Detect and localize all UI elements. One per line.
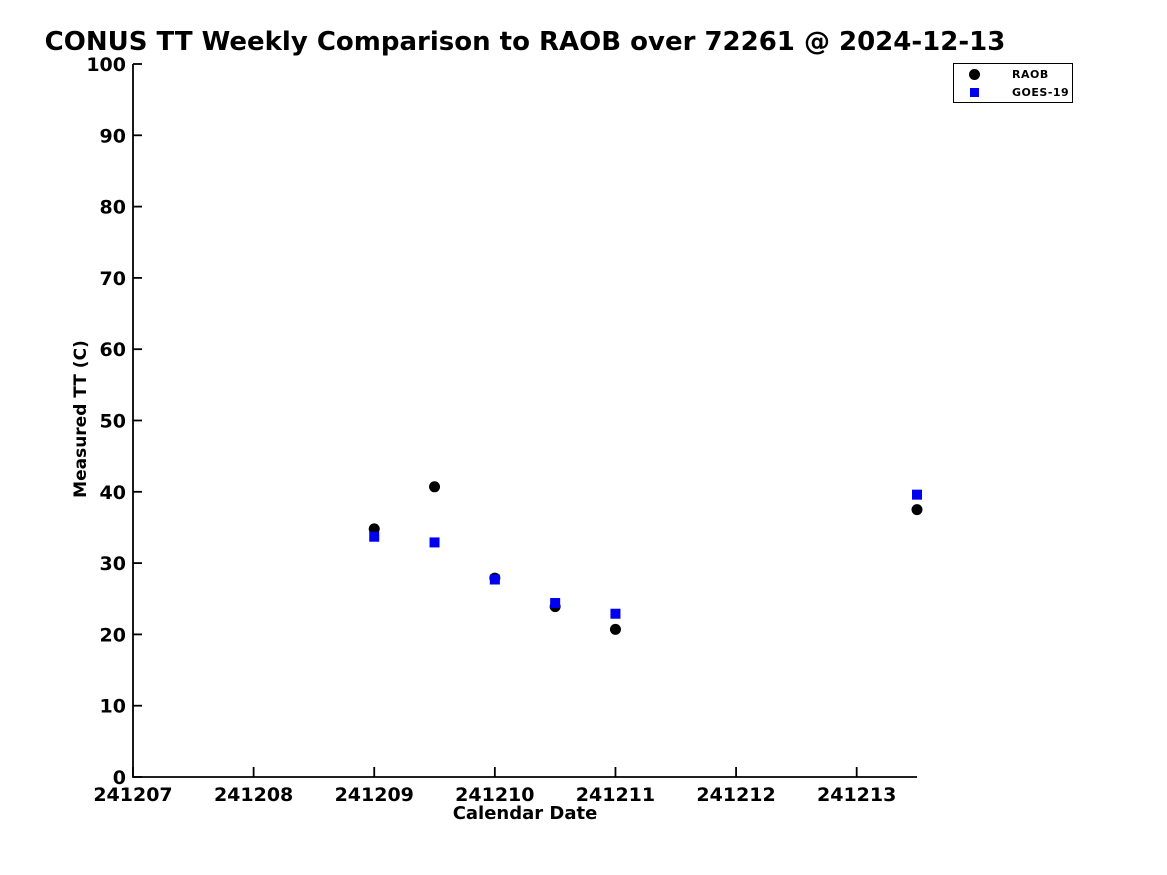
x-tick-label: 241211 — [576, 784, 655, 806]
axes-spines — [132, 64, 917, 778]
y-tick-label: 0 — [113, 767, 126, 789]
goes-19-point — [429, 537, 440, 548]
y-tick-label: 100 — [86, 54, 126, 76]
goes-19-point — [550, 598, 561, 609]
raob-circle-marker-icon — [968, 68, 980, 80]
y-tick-label: 90 — [100, 125, 126, 147]
goes19-square-marker-icon — [969, 87, 979, 97]
x-tick-label: 241207 — [93, 784, 172, 806]
y-tick-label: 70 — [100, 268, 126, 290]
goes-19-point — [489, 574, 500, 585]
y-tick-label: 30 — [100, 553, 126, 575]
x-tick-label: 241210 — [455, 784, 534, 806]
axes-tick-labels: 241207 241208 241209 241210 241211 241212 2412… — [86, 54, 896, 806]
x-tick-label: 241208 — [214, 784, 293, 806]
legend-label-raob: RAOB — [1012, 67, 1049, 81]
data-points — [368, 481, 923, 635]
y-tick-label: 20 — [100, 624, 126, 646]
legend-marker-cell — [954, 87, 994, 97]
raob-point — [368, 523, 380, 535]
axes-ticks — [132, 63, 858, 778]
legend-item-raob: RAOB — [954, 66, 1072, 83]
raob-point — [609, 623, 621, 635]
x-tick-label: 241209 — [335, 784, 414, 806]
chart-title: CONUS TT Weekly Comparison to RAOB over … — [44, 27, 1006, 57]
y-tick-label: 40 — [100, 482, 126, 504]
y-tick-label: 10 — [100, 696, 126, 718]
y-tick-label: 80 — [100, 197, 126, 219]
legend: RAOB GOES-19 — [953, 63, 1073, 103]
x-tick-label: 241212 — [696, 784, 775, 806]
legend-marker-cell — [954, 68, 994, 80]
y-tick-label: 50 — [100, 411, 126, 433]
raob-point — [429, 481, 441, 493]
goes-19-point — [610, 608, 621, 619]
goes-19-point — [369, 531, 380, 542]
x-axis-label: Calendar Date — [452, 803, 598, 824]
raob-point — [911, 504, 923, 516]
x-tick-label: 241213 — [817, 784, 896, 806]
y-axis-label: Measured TT (C) — [71, 340, 91, 498]
legend-item-goes19: GOES-19 — [954, 84, 1072, 101]
goes-19-point — [912, 489, 922, 500]
y-tick-label: 60 — [100, 339, 126, 361]
legend-label-goes19: GOES-19 — [1012, 85, 1070, 99]
